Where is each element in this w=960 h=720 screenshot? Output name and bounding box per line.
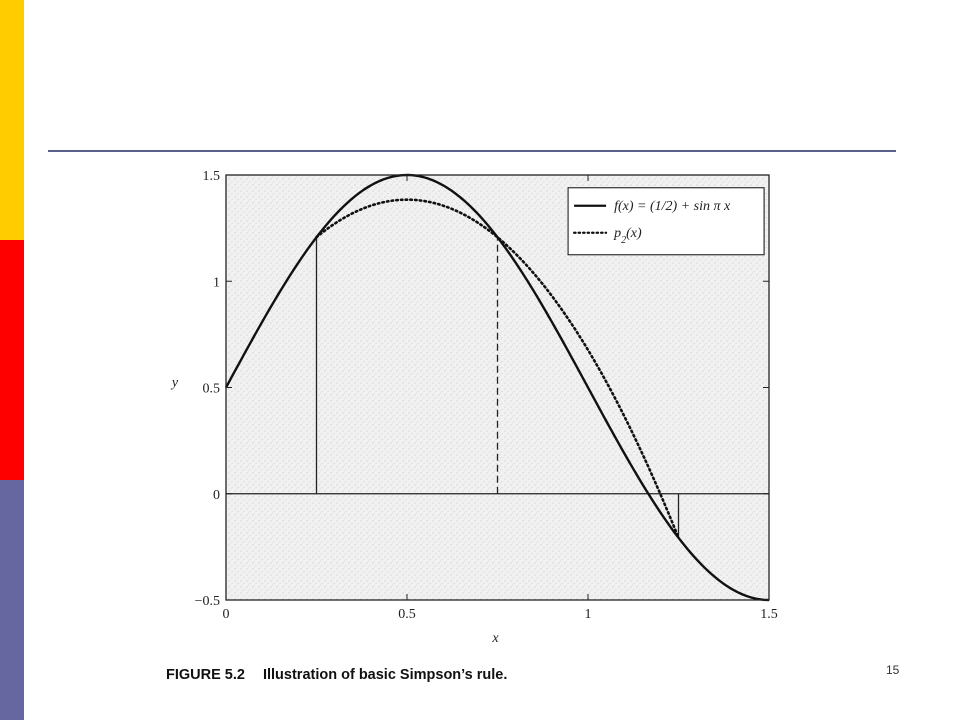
x-tick-label: 0.5 <box>398 607 416 622</box>
y-tick-label: −0.5 <box>195 594 220 609</box>
caption-text: Illustration of basic Simpson’s rule. <box>262 667 508 683</box>
legend-label-part: p <box>613 226 621 241</box>
legend-label-part: (x) <box>626 226 642 241</box>
page-number: 15 <box>886 663 900 677</box>
y-tick-label: 0.5 <box>203 382 221 397</box>
y-tick-label: 0 <box>213 488 220 503</box>
accent-bar-yellow <box>0 0 24 240</box>
accent-bar-blue <box>0 480 24 720</box>
legend-label-part: f(x) = (1/2) + sin <box>614 199 713 214</box>
y-tick-label: 1 <box>213 275 220 290</box>
legend-box <box>567 187 765 256</box>
accent-bar-red <box>0 240 24 480</box>
legend-label-part: π <box>713 199 721 214</box>
x-axis-label: x <box>491 631 499 646</box>
x-tick-label: 1 <box>585 607 592 622</box>
caption-label: FIGURE 5.2 <box>166 667 245 683</box>
legend-label: p2(x) <box>613 226 642 246</box>
legend-label-part: 2 <box>621 234 626 245</box>
title-rule <box>48 150 896 152</box>
series-p2-line <box>315 198 680 540</box>
plot-frame <box>225 174 770 601</box>
y-tick-label: 1.5 <box>203 169 221 184</box>
y-axis-label: y <box>170 376 179 391</box>
legend-label-part: x <box>720 199 731 214</box>
x-tick-label: 0 <box>223 607 230 622</box>
legend-label: f(x) = (1/2) + sin π x <box>614 199 731 214</box>
x-tick-label: 1.5 <box>760 607 778 622</box>
figure-caption: FIGURE 5.2 Illustration of basic Simpson’… <box>166 667 507 683</box>
